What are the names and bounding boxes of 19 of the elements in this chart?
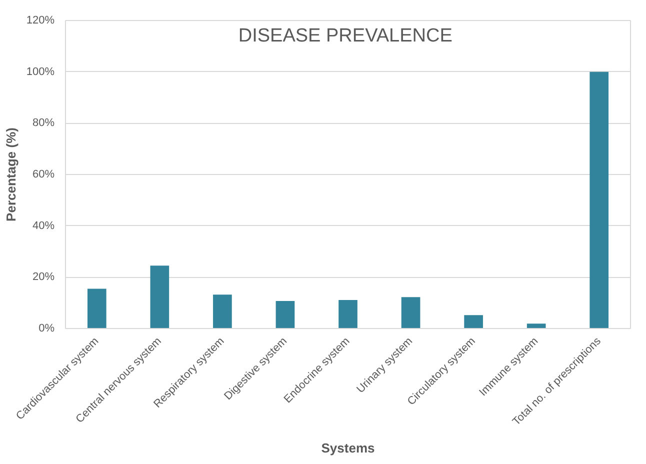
y-tick-label: 80%: [32, 117, 55, 130]
bar: [87, 288, 106, 328]
bar: [213, 294, 232, 328]
bar: [526, 324, 546, 328]
bar: [464, 315, 483, 328]
bar: [150, 266, 170, 328]
y-tick-label: 60%: [32, 168, 55, 180]
chart-title: DISEASE PREVALENCE: [238, 25, 452, 46]
y-tick-label: 20%: [32, 271, 55, 284]
x-axis-title: Systems: [321, 440, 375, 456]
y-tick-label: 100%: [26, 66, 55, 78]
y-tick-label: 0%: [38, 322, 55, 334]
y-tick-label: 40%: [32, 220, 55, 232]
y-tick-label: 120%: [26, 14, 55, 26]
bar: [401, 297, 420, 328]
bar: [276, 301, 295, 328]
y-axis-title: Percentage (%): [3, 128, 18, 222]
bar: [590, 72, 609, 328]
bar: [338, 300, 358, 328]
